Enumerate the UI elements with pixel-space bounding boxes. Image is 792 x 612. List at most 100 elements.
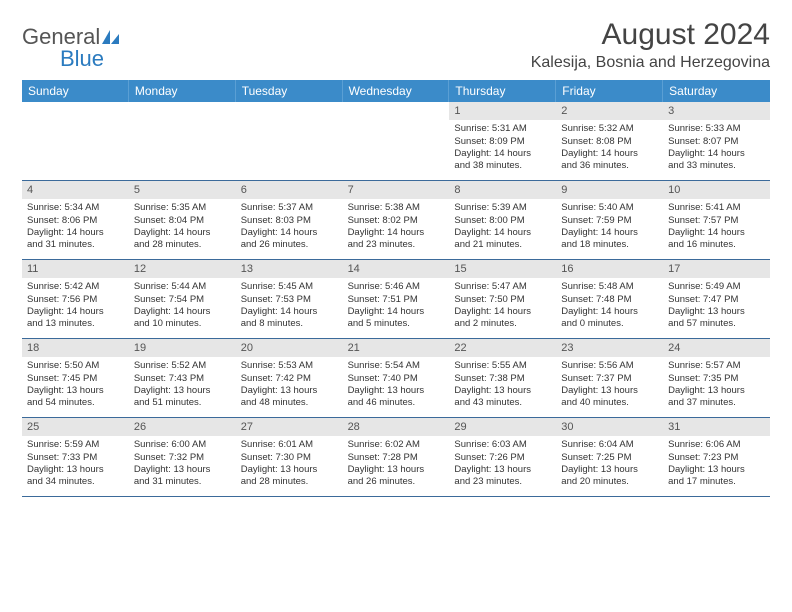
daylight-text-1: Daylight: 13 hours <box>561 385 658 397</box>
daylight-text-2: and 21 minutes. <box>454 239 551 251</box>
daylight-text-1: Daylight: 13 hours <box>134 464 231 476</box>
day-cell: 15Sunrise: 5:47 AMSunset: 7:50 PMDayligh… <box>449 260 556 338</box>
day-body: Sunrise: 5:57 AMSunset: 7:35 PMDaylight:… <box>663 357 770 413</box>
daylight-text-2: and 51 minutes. <box>134 397 231 409</box>
day-number: 13 <box>236 260 343 278</box>
day-body: Sunrise: 5:53 AMSunset: 7:42 PMDaylight:… <box>236 357 343 413</box>
day-number: 6 <box>236 181 343 199</box>
sunset-text: Sunset: 7:38 PM <box>454 373 551 385</box>
day-cell: 19Sunrise: 5:52 AMSunset: 7:43 PMDayligh… <box>129 339 236 417</box>
day-body: Sunrise: 5:54 AMSunset: 7:40 PMDaylight:… <box>343 357 450 413</box>
daylight-text-1: Daylight: 13 hours <box>668 306 765 318</box>
day-cell: 5Sunrise: 5:35 AMSunset: 8:04 PMDaylight… <box>129 181 236 259</box>
sunset-text: Sunset: 8:03 PM <box>241 215 338 227</box>
day-number: 20 <box>236 339 343 357</box>
daylight-text-2: and 38 minutes. <box>454 160 551 172</box>
daylight-text-1: Daylight: 13 hours <box>348 385 445 397</box>
week-row: 1Sunrise: 5:31 AMSunset: 8:09 PMDaylight… <box>22 102 770 181</box>
sunrise-text: Sunrise: 5:33 AM <box>668 123 765 135</box>
sunrise-text: Sunrise: 6:04 AM <box>561 439 658 451</box>
sunset-text: Sunset: 8:08 PM <box>561 136 658 148</box>
weeks-container: 1Sunrise: 5:31 AMSunset: 8:09 PMDaylight… <box>22 102 770 497</box>
day-cell: 3Sunrise: 5:33 AMSunset: 8:07 PMDaylight… <box>663 102 770 180</box>
day-cell: 30Sunrise: 6:04 AMSunset: 7:25 PMDayligh… <box>556 418 663 496</box>
day-number: 14 <box>343 260 450 278</box>
sunset-text: Sunset: 7:45 PM <box>27 373 124 385</box>
day-number: 27 <box>236 418 343 436</box>
day-number: 19 <box>129 339 236 357</box>
sunrise-text: Sunrise: 5:59 AM <box>27 439 124 451</box>
day-number: 11 <box>22 260 129 278</box>
sunset-text: Sunset: 7:59 PM <box>561 215 658 227</box>
sunrise-text: Sunrise: 5:34 AM <box>27 202 124 214</box>
day-body: Sunrise: 5:37 AMSunset: 8:03 PMDaylight:… <box>236 199 343 255</box>
day-body: Sunrise: 5:34 AMSunset: 8:06 PMDaylight:… <box>22 199 129 255</box>
sunset-text: Sunset: 7:47 PM <box>668 294 765 306</box>
daylight-text-1: Daylight: 13 hours <box>454 464 551 476</box>
sunrise-text: Sunrise: 5:47 AM <box>454 281 551 293</box>
daylight-text-2: and 34 minutes. <box>27 476 124 488</box>
day-cell: 7Sunrise: 5:38 AMSunset: 8:02 PMDaylight… <box>343 181 450 259</box>
day-cell: 21Sunrise: 5:54 AMSunset: 7:40 PMDayligh… <box>343 339 450 417</box>
daylight-text-1: Daylight: 13 hours <box>561 464 658 476</box>
sunset-text: Sunset: 7:25 PM <box>561 452 658 464</box>
day-cell: 31Sunrise: 6:06 AMSunset: 7:23 PMDayligh… <box>663 418 770 496</box>
daylight-text-2: and 26 minutes. <box>348 476 445 488</box>
daylight-text-2: and 48 minutes. <box>241 397 338 409</box>
sunrise-text: Sunrise: 5:46 AM <box>348 281 445 293</box>
sunset-text: Sunset: 7:56 PM <box>27 294 124 306</box>
day-number: 12 <box>129 260 236 278</box>
daylight-text-2: and 18 minutes. <box>561 239 658 251</box>
day-body: Sunrise: 5:50 AMSunset: 7:45 PMDaylight:… <box>22 357 129 413</box>
sunrise-text: Sunrise: 5:55 AM <box>454 360 551 372</box>
day-body: Sunrise: 5:31 AMSunset: 8:09 PMDaylight:… <box>449 120 556 176</box>
daylight-text-2: and 16 minutes. <box>668 239 765 251</box>
day-number: 2 <box>556 102 663 120</box>
day-number: 26 <box>129 418 236 436</box>
month-title: August 2024 <box>531 18 770 52</box>
sunrise-text: Sunrise: 5:57 AM <box>668 360 765 372</box>
day-cell <box>343 102 450 180</box>
day-body: Sunrise: 6:01 AMSunset: 7:30 PMDaylight:… <box>236 436 343 492</box>
day-number: 5 <box>129 181 236 199</box>
day-cell: 29Sunrise: 6:03 AMSunset: 7:26 PMDayligh… <box>449 418 556 496</box>
day-headers-row: SundayMondayTuesdayWednesdayThursdayFrid… <box>22 80 770 102</box>
sunset-text: Sunset: 7:42 PM <box>241 373 338 385</box>
daylight-text-1: Daylight: 14 hours <box>27 227 124 239</box>
daylight-text-2: and 20 minutes. <box>561 476 658 488</box>
day-cell: 2Sunrise: 5:32 AMSunset: 8:08 PMDaylight… <box>556 102 663 180</box>
day-body: Sunrise: 5:45 AMSunset: 7:53 PMDaylight:… <box>236 278 343 334</box>
sunset-text: Sunset: 7:50 PM <box>454 294 551 306</box>
daylight-text-1: Daylight: 14 hours <box>134 227 231 239</box>
day-number: 3 <box>663 102 770 120</box>
day-body: Sunrise: 5:52 AMSunset: 7:43 PMDaylight:… <box>129 357 236 413</box>
sunrise-text: Sunrise: 6:01 AM <box>241 439 338 451</box>
week-row: 18Sunrise: 5:50 AMSunset: 7:45 PMDayligh… <box>22 339 770 418</box>
sunset-text: Sunset: 8:09 PM <box>454 136 551 148</box>
daylight-text-2: and 23 minutes. <box>348 239 445 251</box>
sunrise-text: Sunrise: 5:56 AM <box>561 360 658 372</box>
day-cell: 25Sunrise: 5:59 AMSunset: 7:33 PMDayligh… <box>22 418 129 496</box>
logo-sail-icon <box>101 29 121 50</box>
daylight-text-2: and 43 minutes. <box>454 397 551 409</box>
sunset-text: Sunset: 8:02 PM <box>348 215 445 227</box>
daylight-text-2: and 5 minutes. <box>348 318 445 330</box>
location: Kalesija, Bosnia and Herzegovina <box>531 54 770 72</box>
day-number: 9 <box>556 181 663 199</box>
sunset-text: Sunset: 7:54 PM <box>134 294 231 306</box>
day-body: Sunrise: 5:44 AMSunset: 7:54 PMDaylight:… <box>129 278 236 334</box>
day-number: 24 <box>663 339 770 357</box>
daylight-text-1: Daylight: 14 hours <box>561 306 658 318</box>
sunset-text: Sunset: 8:07 PM <box>668 136 765 148</box>
day-header: Saturday <box>663 80 770 102</box>
daylight-text-2: and 28 minutes. <box>241 476 338 488</box>
daylight-text-1: Daylight: 13 hours <box>348 464 445 476</box>
sunset-text: Sunset: 7:28 PM <box>348 452 445 464</box>
day-cell: 8Sunrise: 5:39 AMSunset: 8:00 PMDaylight… <box>449 181 556 259</box>
day-body: Sunrise: 5:48 AMSunset: 7:48 PMDaylight:… <box>556 278 663 334</box>
header: GeneralBlue August 2024 Kalesija, Bosnia… <box>22 18 770 72</box>
sunset-text: Sunset: 8:04 PM <box>134 215 231 227</box>
day-body: Sunrise: 5:39 AMSunset: 8:00 PMDaylight:… <box>449 199 556 255</box>
day-body: Sunrise: 6:04 AMSunset: 7:25 PMDaylight:… <box>556 436 663 492</box>
day-body: Sunrise: 5:35 AMSunset: 8:04 PMDaylight:… <box>129 199 236 255</box>
